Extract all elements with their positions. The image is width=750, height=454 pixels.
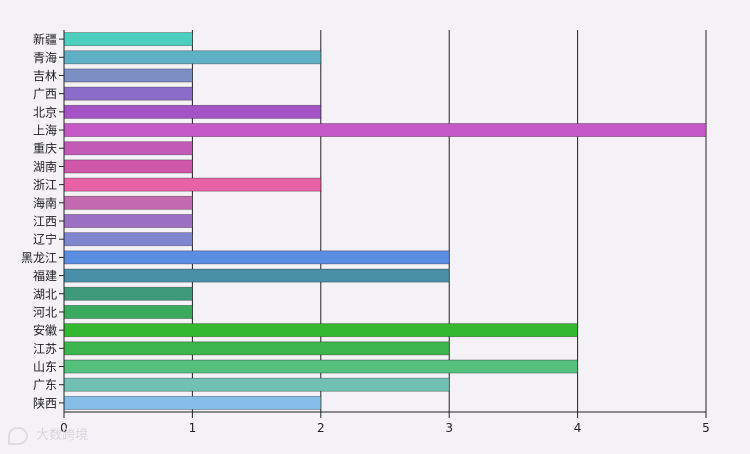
y-tick-label-辽宁: 辽宁 [33,232,57,247]
bar-吉林 [63,68,193,83]
watermark-text: 大数跨境 [36,428,89,443]
y-tick-label-上海: 上海 [33,123,57,138]
bar-福建 [63,268,450,283]
y-tick-label-福建: 福建 [33,268,57,283]
labels: 0 1 2 3 4 5 新疆青海吉林广西北京上海重庆湖南浙江海南江西辽宁黑龙江福建湖北河北安… [21,32,710,435]
bar-重庆 [63,141,193,156]
bar-陕西 [63,395,322,410]
x-tick-label-2: 2 [317,421,325,435]
bar-青海 [63,50,322,65]
y-tick-label-吉林: 吉林 [33,69,57,83]
y-tick-label-广西: 广西 [33,87,57,101]
y-tick-label-湖南: 湖南 [33,159,57,174]
bar-河北 [63,305,193,319]
y-tick-label-河北: 河北 [33,305,57,319]
y-tick-label-浙江: 浙江 [33,178,57,192]
x-tick-label-5: 5 [702,421,710,435]
bars [63,32,707,410]
y-tick-label-海南: 海南 [33,195,57,210]
axes [59,30,706,418]
y-tick-label-陕西: 陕西 [33,395,57,410]
bar-湖北 [63,286,193,301]
bar-辽宁 [63,232,193,247]
bar-北京 [63,104,322,119]
y-tick-label-青海: 青海 [33,50,57,65]
bar-新疆 [63,32,193,47]
y-tick-label-广东: 广东 [33,378,57,392]
bar-广西 [63,86,193,101]
y-tick-label-江苏: 江苏 [33,342,57,356]
bar-广东 [63,377,450,392]
watermark: 大数跨境 [8,424,88,445]
y-tick-label-安徽: 安徽 [33,323,57,338]
y-tick-label-北京: 北京 [33,105,57,119]
bar-山东 [63,359,578,374]
bar-上海 [63,123,707,137]
x-tick-label-3: 3 [445,421,453,435]
y-tick-label-山东: 山东 [33,360,57,374]
x-tick-label-0: 0 [60,421,68,435]
y-tick-label-黑龙江: 黑龙江 [21,251,57,265]
bar-海南 [63,195,193,210]
watermark-logo-icon [8,426,28,445]
bar-黑龙江 [63,250,450,265]
x-tick-label-1: 1 [189,421,197,435]
bar-浙江 [63,177,322,192]
y-tick-label-江西: 江西 [33,215,57,229]
bar-江苏 [63,341,450,356]
bar-湖南 [63,159,193,174]
bar-江西 [63,214,193,228]
y-tick-label-新疆: 新疆 [33,32,57,47]
y-tick-label-重庆: 重庆 [33,142,57,156]
y-tick-label-湖北: 湖北 [33,286,57,301]
bar-安徽 [63,323,578,338]
x-tick-label-4: 4 [574,421,582,435]
